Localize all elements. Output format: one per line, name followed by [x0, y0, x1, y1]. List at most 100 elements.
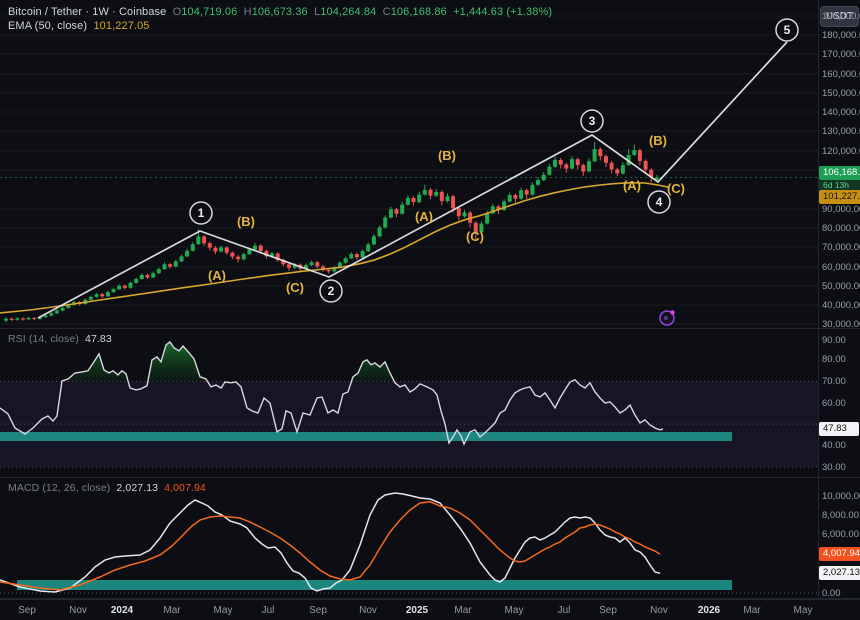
symbol-title[interactable]: Bitcoin / Tether · 1W · Coinbase [8, 6, 167, 18]
high-value: 106,673.36 [251, 6, 308, 18]
rsi-band [0, 380, 818, 468]
macd-signal-line[interactable] [0, 501, 661, 591]
currency-toggle-button[interactable]: USDT [820, 6, 859, 27]
time-axis-month-label: Jul [261, 605, 275, 616]
svg-text:3: 3 [589, 114, 596, 128]
macd-title: MACD (12, 26, close) [8, 482, 111, 494]
rsi-value-badge: 47.83 [819, 422, 859, 436]
time-axis-month-label: Nov [650, 605, 668, 616]
time-axis-year-label: 2025 [405, 605, 429, 616]
open-label: O [172, 6, 182, 18]
rsi-scale-label: 30.00 [822, 462, 846, 473]
price-scale-label: 140,000.00 [822, 107, 860, 118]
price-scale-label: 130,000.00 [822, 126, 860, 137]
rsi-support-zone[interactable] [0, 432, 732, 441]
rsi-scale-label: 60.00 [822, 398, 846, 409]
price-scale-label: 150,000.00 [822, 88, 860, 99]
ema-label: EMA (50, close) [8, 20, 88, 32]
close-label: C [382, 6, 391, 18]
ema-value: 101,227.05 [93, 20, 150, 32]
time-axis-month-label: Mar [454, 605, 472, 616]
price-scale-label: 180,000.00 [822, 30, 860, 41]
elliott-wave-line[interactable] [37, 41, 788, 319]
price-scale-label: 190,000.00 [822, 11, 860, 22]
time-axis[interactable]: Sep Nov 2024 Mar May Jul Sep Nov 2025 Mar May Jul Se… [0, 599, 860, 620]
wave-number-circles[interactable]: 1 2 3 4 5 [189, 18, 799, 303]
price-scale-label: 80,000.00 [822, 223, 860, 234]
macd-value-badge: 2,027.13 [819, 566, 860, 580]
svg-text:2: 2 [328, 284, 335, 298]
ema-price-badge: 101,227.05 [819, 190, 860, 204]
macd-scale-label: 0.00 [822, 588, 841, 599]
ema-line[interactable] [0, 181, 669, 314]
last-price-badge: 106,168.86 [819, 166, 860, 180]
svg-text:(C): (C) [667, 181, 685, 196]
price-scale-label: 50,000.00 [822, 281, 860, 292]
macd-scale-label: 6,000.00 [822, 529, 859, 540]
svg-text:(B): (B) [237, 214, 255, 229]
change-value: +1,444.63 (+1.38%) [453, 6, 553, 18]
price-scale-label: 60,000.00 [822, 262, 860, 273]
bar-countdown-badge: 6d 13h [819, 180, 860, 190]
idea-marker-icon[interactable] [659, 310, 675, 326]
high-label: H [243, 6, 252, 18]
macd-support-zone[interactable] [17, 580, 732, 590]
rsi-scale-label: 40.00 [822, 440, 846, 451]
macd-scale-label: 10,000.00 [822, 491, 860, 502]
price-gridlines [0, 15, 818, 325]
macd-legend[interactable]: MACD (12, 26, close) 2,027.13 4,007.94 [8, 482, 206, 494]
price-scale-label: 120,000.00 [822, 146, 860, 157]
rsi-line[interactable] [0, 340, 664, 446]
rsi-scale-label: 90.00 [822, 335, 846, 346]
svg-text:1: 1 [198, 206, 205, 220]
candlestick-series[interactable] [4, 141, 659, 323]
svg-text:(B): (B) [649, 133, 667, 148]
time-axis-month-label: Sep [599, 605, 617, 616]
low-value: 104,264.84 [320, 6, 377, 18]
price-scale-label: 70,000.00 [822, 242, 860, 253]
svg-text:(B): (B) [438, 148, 456, 163]
time-axis-month-label: Sep [309, 605, 327, 616]
macd-value: 2,027.13 [116, 482, 159, 494]
rsi-value: 47.83 [85, 333, 112, 345]
rsi-title: RSI (14, close) [8, 333, 79, 345]
open-value: 104,719.06 [181, 6, 238, 18]
low-label: L [314, 6, 321, 18]
rsi-scale-label: 70.00 [822, 376, 846, 387]
time-axis-year-label: 2024 [110, 605, 134, 616]
close-value: 106,168.86 [390, 6, 447, 18]
time-axis-month-label: Nov [359, 605, 377, 616]
price-scale-label: 40,000.00 [822, 300, 860, 311]
svg-text:5: 5 [784, 23, 791, 37]
currency-toggle-label: USDT [825, 11, 854, 22]
rsi-overbought-fill [61, 341, 577, 382]
ema-legend[interactable]: EMA (50, close) 101,227.05 [8, 20, 150, 32]
svg-text:4: 4 [656, 195, 663, 209]
time-axis-month-label: May [504, 605, 524, 616]
time-axis-month-label: Jul [557, 605, 571, 616]
svg-text:(A): (A) [208, 268, 226, 283]
macd-line[interactable] [0, 492, 661, 593]
time-axis-month-label: May [793, 605, 813, 616]
time-axis-month-label: Mar [163, 605, 181, 616]
svg-text:(C): (C) [466, 229, 484, 244]
symbol-legend[interactable]: Bitcoin / Tether · 1W · Coinbase O104,71… [8, 6, 552, 18]
time-axis-month-label: Mar [743, 605, 761, 616]
svg-text:(A): (A) [415, 209, 433, 224]
time-axis-month-label: May [213, 605, 233, 616]
wave-abc-labels[interactable]: (A) (B) (C) (A) (B) (C) (A) (B) (C) [208, 133, 685, 295]
price-scale-label: 90,000.00 [822, 204, 860, 215]
rsi-scale-label: 80.00 [822, 354, 846, 365]
macd-scale-label: 8,000.00 [822, 510, 859, 521]
svg-text:(C): (C) [286, 280, 304, 295]
macd-signal-value: 4,007.94 [164, 482, 206, 494]
price-scale-label: 170,000.00 [822, 49, 860, 60]
price-scale-label: 30,000.00 [822, 319, 860, 330]
price-scale[interactable]: 190,000.00 180,000.00 170,000.00 160,000.00… [818, 0, 860, 599]
time-axis-month-label: Nov [69, 605, 87, 616]
svg-text:(A): (A) [623, 178, 641, 193]
time-axis-year-label: 2026 [697, 605, 721, 616]
rsi-legend[interactable]: RSI (14, close) 47.83 [8, 333, 112, 345]
